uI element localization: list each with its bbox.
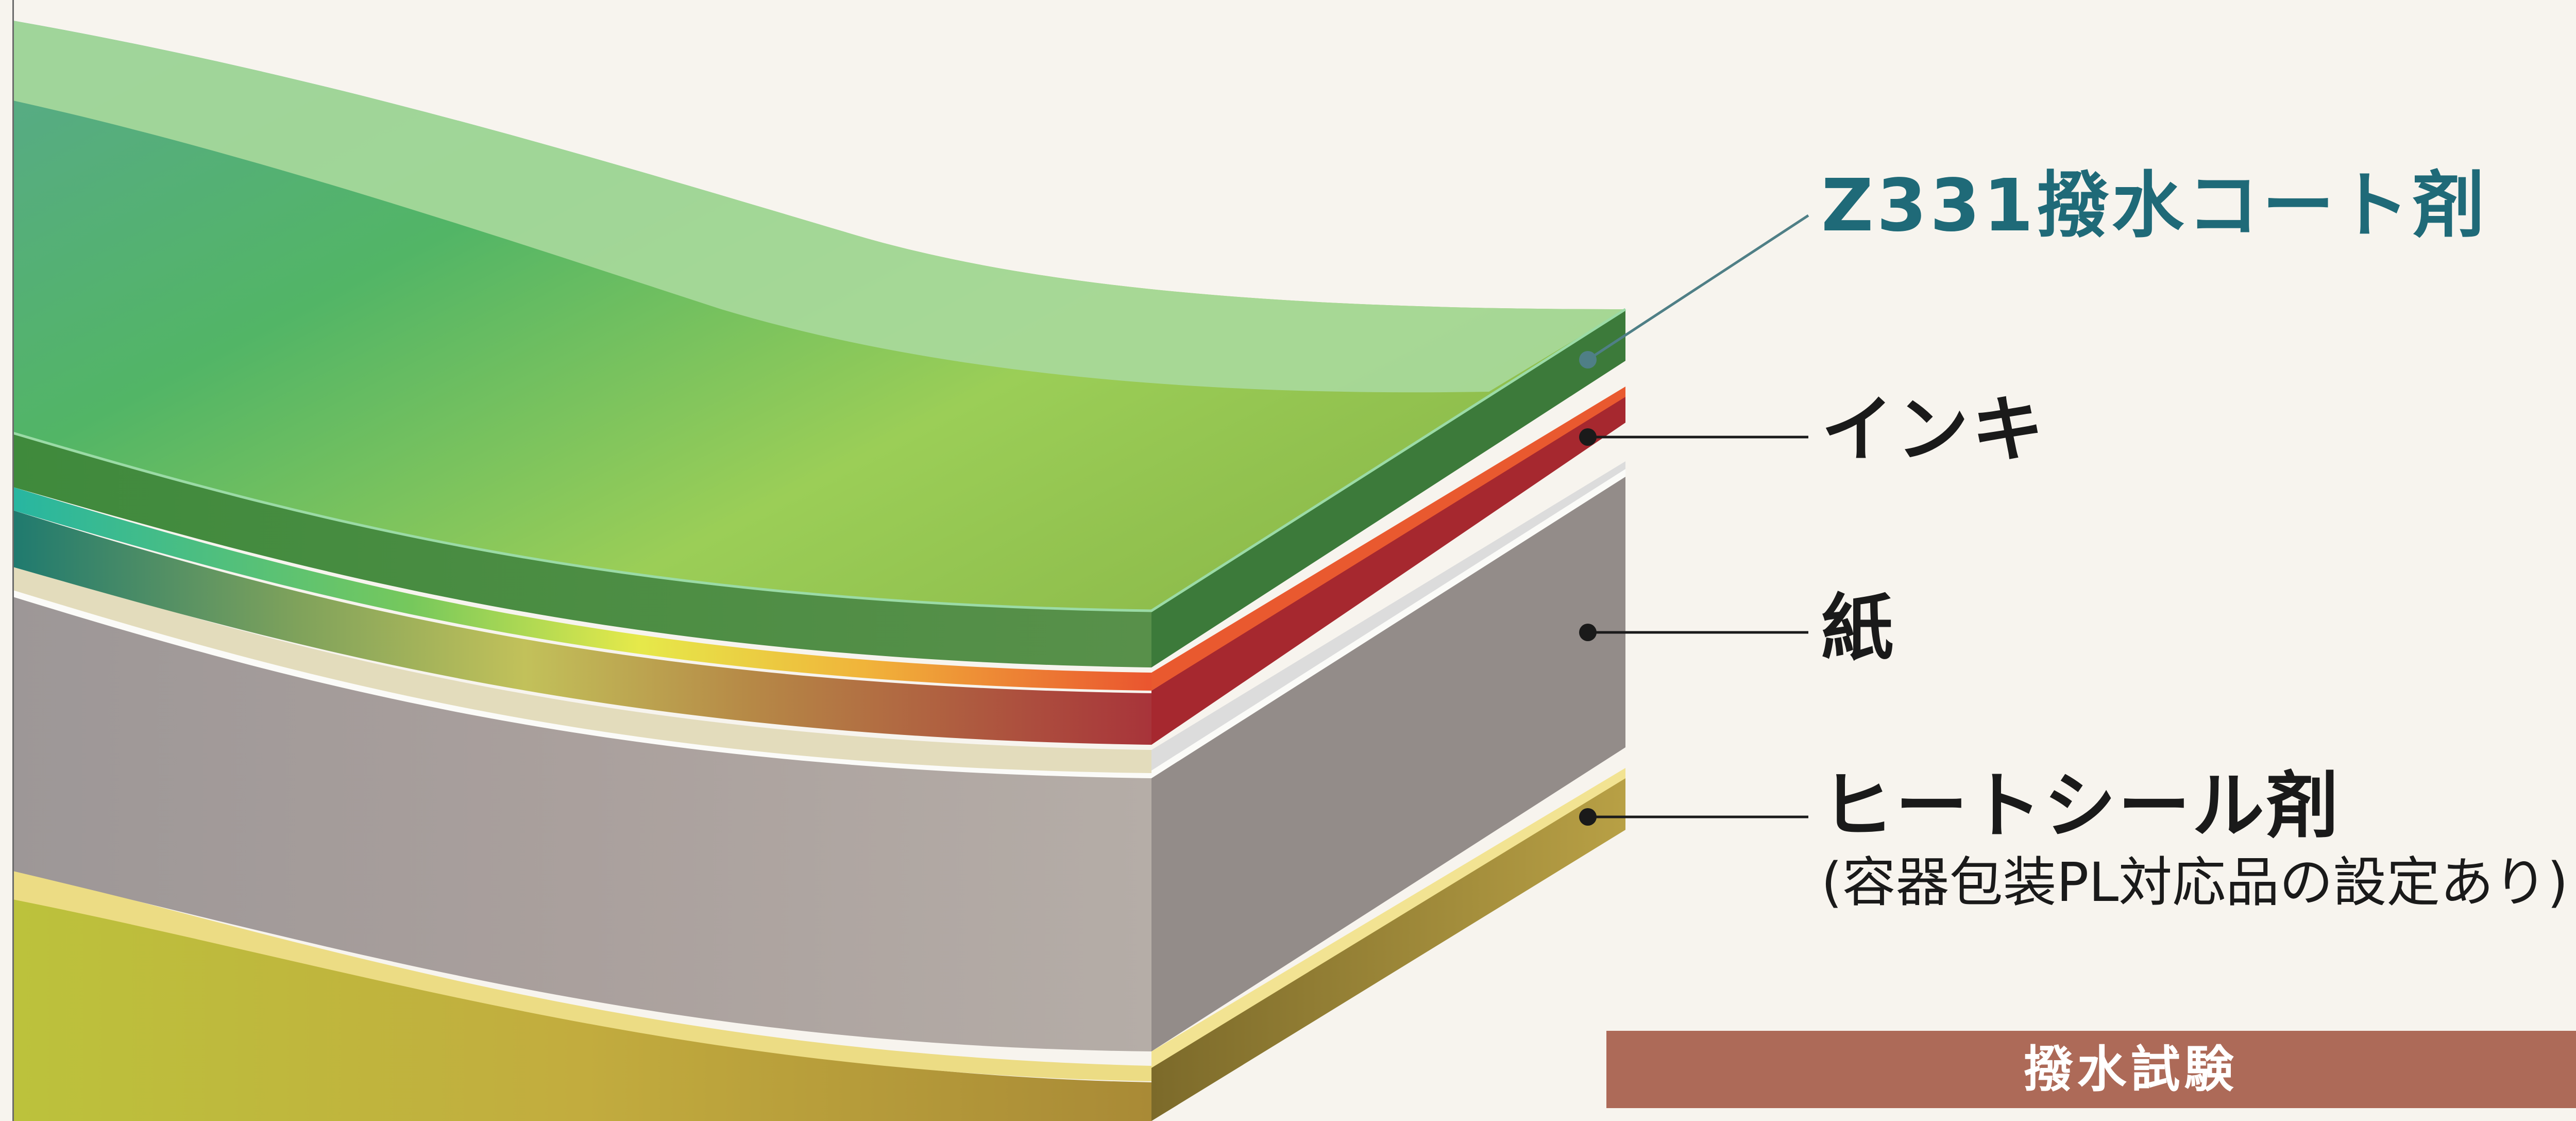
water-repellency-test-button[interactable]: 撥水試験 [1606, 1031, 2576, 1108]
paper-side-face [1151, 472, 1625, 1051]
paper-layer-label: 紙 [1821, 587, 1894, 671]
coat-top-edge-line [12, 308, 1626, 612]
coat-side-face [1151, 309, 1625, 667]
ink-side-face [1151, 392, 1625, 745]
test-button-label: 撥水試験 [2023, 1041, 2238, 1098]
cream-band [13, 564, 1151, 773]
heat-seal-front-face [13, 870, 1151, 1121]
ink-front-face [13, 510, 1151, 745]
heat-seal-layer-label: ヒートシール剤 [1821, 764, 2341, 848]
heat-seal-note: (容器包装PL対応品の設定あり) [1821, 851, 2568, 914]
heat-seal-side-face [1151, 773, 1625, 1121]
paper-top-edge [13, 466, 1625, 778]
cream-band-side [1151, 461, 1625, 771]
coat-highlight-band [13, 21, 1625, 393]
coat-front-face [13, 433, 1151, 667]
heat-seal-side-top [1151, 768, 1625, 1068]
leader-dot-paper [1579, 624, 1597, 641]
leader-dot-heat-seal [1579, 808, 1597, 826]
coat-layer-label: Z331撥水コート剤 [1821, 164, 2488, 248]
ink-top-strip [13, 487, 1151, 691]
leader-dot-ink [1579, 428, 1597, 446]
leader-dot-coat [1579, 351, 1597, 369]
ink-side-top [1151, 387, 1625, 691]
paper-front-face [13, 593, 1151, 1051]
left-border-line [12, 0, 14, 1121]
ink-layer-label: インキ [1821, 388, 2047, 472]
leader-line-coat [1587, 214, 1809, 361]
